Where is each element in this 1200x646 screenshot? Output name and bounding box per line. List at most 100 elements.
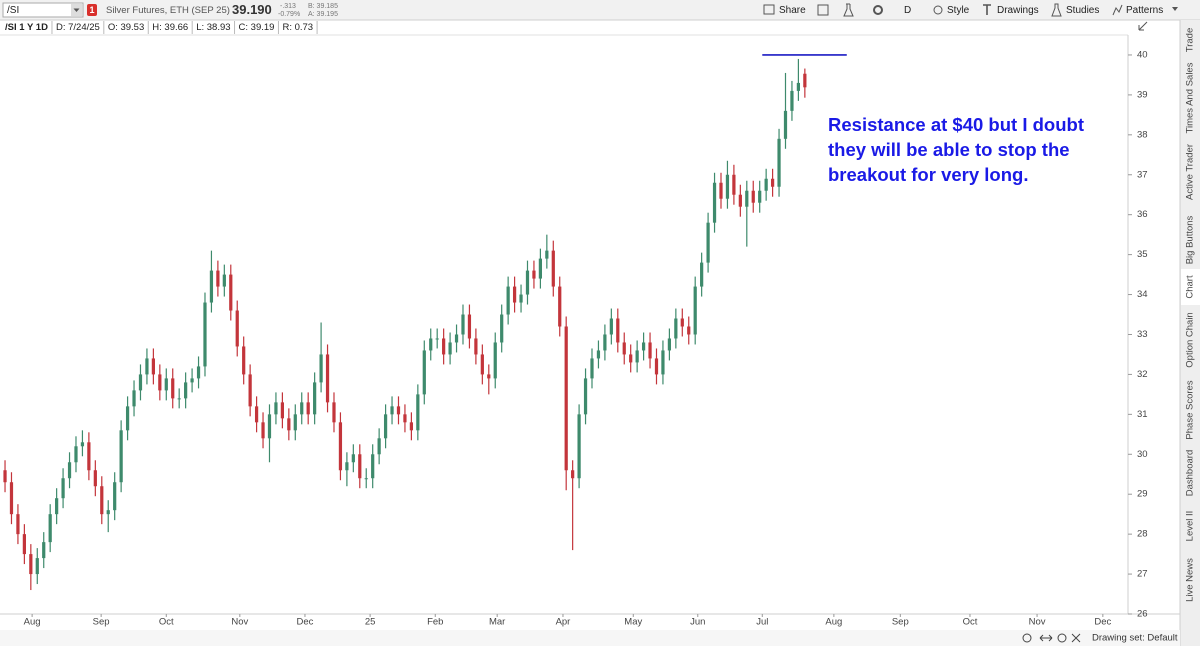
- candle-body: [551, 250, 555, 287]
- candle-body: [177, 398, 181, 400]
- candle-body: [242, 346, 246, 375]
- sidebar-tab[interactable]: Level II: [1185, 511, 1196, 542]
- x-tick-label: Aug: [24, 617, 41, 628]
- candle-body: [500, 314, 504, 343]
- annotation: they will be able to stop the: [828, 139, 1070, 160]
- collapse-icon[interactable]: [1138, 21, 1148, 31]
- candle-body: [325, 354, 330, 403]
- candle-body: [184, 382, 188, 399]
- y-tick-label: 27: [1137, 569, 1148, 580]
- candle-body: [119, 430, 123, 483]
- sidebar-tab[interactable]: Dashboard: [1185, 450, 1196, 496]
- candle-body: [396, 406, 401, 415]
- candle-body: [532, 270, 536, 279]
- candle-body: [35, 558, 39, 575]
- candle-body: [590, 358, 594, 379]
- candle-body: [512, 286, 517, 303]
- candle-body: [254, 406, 259, 423]
- studies-button[interactable]: Studies: [1066, 5, 1099, 16]
- symbol-input[interactable]: [2, 2, 84, 18]
- symbol: /SI: [7, 5, 19, 16]
- patterns-button[interactable]: Patterns: [1126, 5, 1163, 16]
- sidebar: [1180, 20, 1200, 646]
- info-item: R: 0.73: [282, 22, 313, 33]
- candle-body: [93, 470, 97, 487]
- flask-icon[interactable]: [843, 3, 854, 17]
- y-tick-label: 26: [1137, 609, 1148, 620]
- change-pct: -0.79%: [278, 11, 300, 18]
- candle-body: [319, 354, 323, 383]
- sidebar-tab[interactable]: Active Trader: [1185, 144, 1196, 200]
- x-tick-label: Apr: [556, 617, 571, 628]
- clear-icon[interactable]: [1071, 633, 1081, 643]
- style-button[interactable]: Style: [947, 5, 970, 16]
- candle-body: [719, 182, 723, 199]
- y-tick-label: 40: [1137, 49, 1148, 60]
- annotation: Resistance at $40 but I doubt: [828, 114, 1084, 135]
- candle-body: [519, 294, 523, 303]
- candle-body: [48, 514, 52, 543]
- candle-body: [409, 422, 414, 431]
- candle-body: [693, 286, 697, 335]
- candle-body: [687, 326, 691, 335]
- badge[interactable]: [87, 4, 97, 16]
- info-bar: /SI 1 Y 1D D: 7/24/25 O: 39.53 H: 39.66 L: 3…: [5, 21, 318, 34]
- settings-icon[interactable]: [873, 5, 883, 15]
- candle-body: [280, 402, 284, 419]
- candle-body: [100, 486, 104, 515]
- x-tick-label: Nov: [1029, 617, 1046, 628]
- candle-body: [306, 402, 310, 415]
- sidebar-tab[interactable]: Chart: [1185, 275, 1196, 299]
- y-tick-label: 29: [1137, 489, 1148, 500]
- candle-body: [680, 318, 684, 327]
- candle-body: [3, 470, 7, 483]
- share-button[interactable]: Share: [779, 5, 806, 16]
- candle-body: [487, 374, 491, 379]
- candle-body: [467, 314, 472, 339]
- candle-body: [74, 446, 78, 463]
- candle-body: [300, 402, 304, 415]
- candle-body: [61, 478, 65, 499]
- info-item: H: 39.66: [152, 22, 188, 33]
- candle-body: [125, 406, 130, 431]
- candle-body: [667, 338, 672, 351]
- x-tick-label: Oct: [963, 617, 978, 628]
- candle-body: [732, 174, 736, 195]
- candle-body: [661, 350, 665, 375]
- sidebar-tab[interactable]: Trade: [1185, 28, 1196, 52]
- sidebar-tab[interactable]: Times And Sales: [1185, 62, 1196, 133]
- candle-body: [751, 190, 755, 203]
- menu-arrow[interactable]: [1172, 7, 1178, 11]
- candle-body: [138, 374, 143, 391]
- annotation: breakout for very long.: [828, 164, 1028, 185]
- icon-button[interactable]: [817, 4, 829, 16]
- reset-icon[interactable]: [1057, 633, 1067, 643]
- candle-body: [506, 286, 510, 315]
- ask: A: 39.195: [308, 11, 338, 18]
- zoom-icon[interactable]: [1022, 633, 1032, 643]
- sidebar-tab[interactable]: Live News: [1185, 558, 1196, 602]
- plot-area: 26 27 28 29 30 31 32 33 34 35 36 37 38 39 40 Aug Sep Oct N…: [3, 49, 1148, 628]
- candle-body: [158, 374, 162, 391]
- patterns-icon: [1112, 4, 1123, 16]
- period-button[interactable]: D: [904, 5, 911, 16]
- share-icon: [763, 4, 775, 15]
- candle-body: [171, 378, 175, 399]
- change: -.313: [280, 3, 296, 10]
- drawings-button[interactable]: Drawings: [997, 5, 1039, 16]
- candle-body: [448, 342, 452, 355]
- candle-body: [274, 402, 278, 415]
- x-tick-label: Feb: [427, 617, 443, 628]
- candle-body: [571, 470, 575, 479]
- candle-body: [55, 498, 59, 515]
- candle-body: [377, 438, 381, 455]
- candle-body: [338, 422, 343, 471]
- sidebar-tab[interactable]: Phase Scores: [1185, 380, 1196, 439]
- sidebar-tab[interactable]: Big Buttons: [1185, 215, 1196, 264]
- x-tick-label: May: [624, 617, 642, 628]
- drawing-set[interactable]: Drawing set: Default: [1092, 633, 1178, 644]
- sidebar-tab[interactable]: Option Chain: [1185, 312, 1196, 367]
- candle-body: [493, 342, 497, 379]
- pan-icon[interactable]: [1039, 634, 1053, 642]
- candle-body: [113, 482, 117, 511]
